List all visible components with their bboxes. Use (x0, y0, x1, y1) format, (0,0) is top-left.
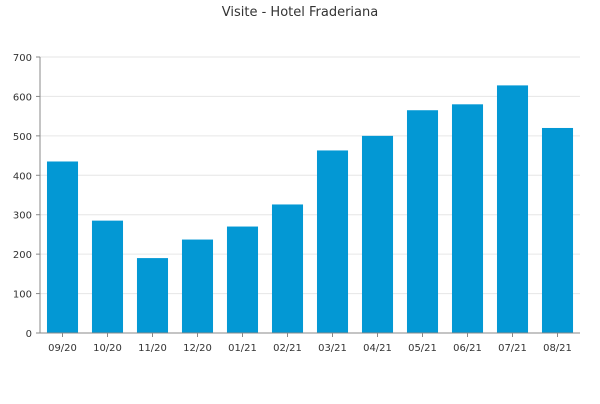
x-tick-label: 06/21 (453, 343, 482, 354)
x-tick-label: 03/21 (318, 343, 347, 354)
bar-10-20[interactable] (91, 220, 124, 333)
bar-11-20[interactable] (136, 258, 169, 333)
x-axis-ticks: 09/20 10/20 11/20 12/20 01/21 02/21 03/21 04/21… (48, 333, 572, 354)
x-tick-label: 11/20 (138, 343, 167, 354)
x-tick-label: 02/21 (273, 343, 302, 354)
x-tick-label: 04/21 (363, 343, 392, 354)
gridlines (40, 56, 580, 295)
bar-07-21[interactable] (496, 85, 529, 333)
y-tick-label: 0 (26, 329, 32, 340)
x-tick-label: 08/21 (543, 343, 572, 354)
y-tick-label: 400 (13, 171, 32, 182)
y-tick-label: 300 (13, 211, 32, 222)
bar-01-21[interactable] (226, 226, 259, 333)
bar-02-21[interactable] (271, 204, 304, 333)
y-tick-label: 200 (13, 250, 32, 261)
axes (39, 57, 580, 334)
y-tick-label: 600 (13, 92, 32, 103)
x-tick-label: 09/20 (48, 343, 77, 354)
bars (46, 85, 574, 333)
y-tick-label: 700 (13, 53, 32, 64)
bar-09-20[interactable] (46, 161, 79, 333)
y-tick-label: 500 (13, 132, 32, 143)
bar-12-20[interactable] (181, 239, 214, 333)
x-tick-label: 01/21 (228, 343, 257, 354)
x-tick-label: 12/20 (183, 343, 212, 354)
y-axis-ticks: 0 100 200 300 400 500 600 700 (13, 53, 40, 340)
chart-title: Visite - Hotel Fraderiana (222, 5, 378, 20)
x-tick-label: 10/20 (93, 343, 122, 354)
bar-05-21[interactable] (406, 110, 439, 333)
x-tick-label: 05/21 (408, 343, 437, 354)
bar-04-21[interactable] (361, 135, 394, 333)
bar-06-21[interactable] (451, 104, 484, 333)
bar-03-21[interactable] (316, 150, 349, 333)
x-tick-label: 07/21 (498, 343, 527, 354)
y-tick-label: 100 (13, 290, 32, 301)
bar-08-21[interactable] (541, 127, 574, 333)
